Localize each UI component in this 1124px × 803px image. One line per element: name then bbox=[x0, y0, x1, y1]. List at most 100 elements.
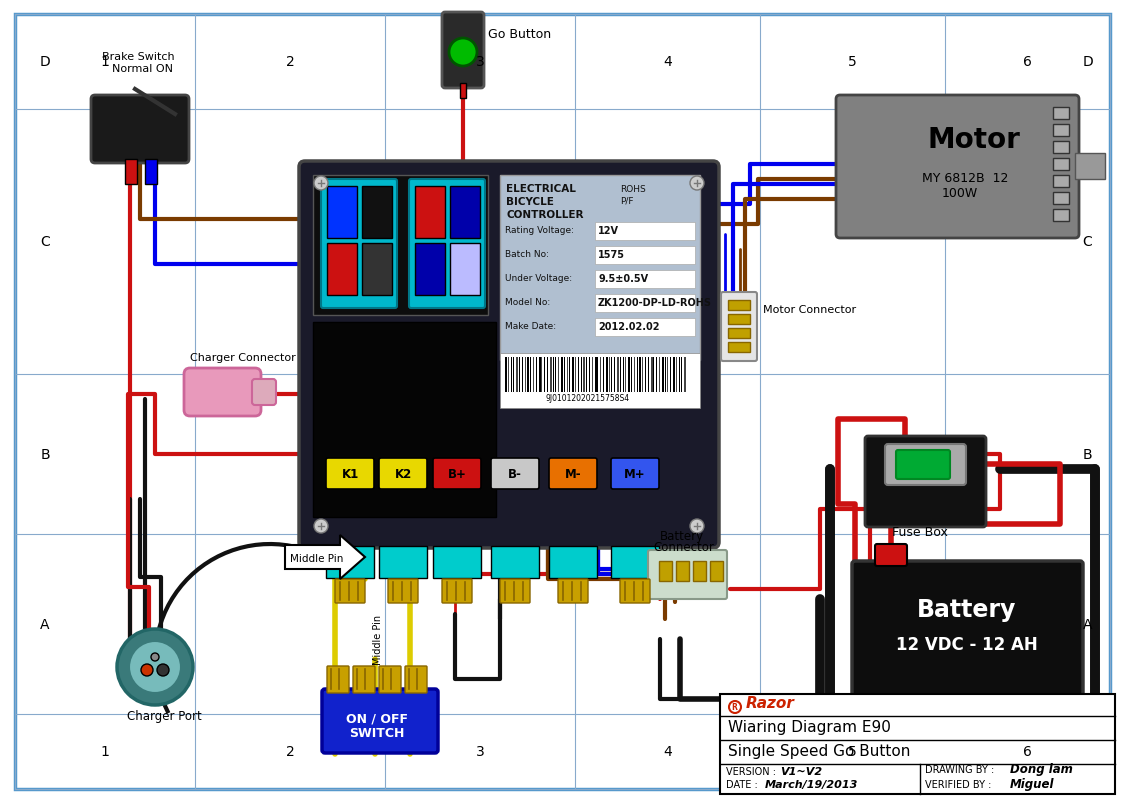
Text: ZK1200-DP-LD-ROHS: ZK1200-DP-LD-ROHS bbox=[598, 298, 711, 308]
Polygon shape bbox=[285, 536, 365, 579]
Text: C: C bbox=[40, 235, 49, 249]
Text: Charger Connector: Charger Connector bbox=[190, 353, 296, 362]
Bar bbox=[628, 357, 631, 393]
Bar bbox=[1053, 142, 1069, 154]
Text: 1575: 1575 bbox=[598, 250, 625, 259]
FancyBboxPatch shape bbox=[409, 180, 484, 308]
Text: M+: M+ bbox=[624, 468, 646, 481]
FancyBboxPatch shape bbox=[500, 579, 531, 603]
FancyBboxPatch shape bbox=[885, 444, 966, 485]
Text: B-: B- bbox=[508, 468, 522, 481]
FancyBboxPatch shape bbox=[549, 459, 597, 489]
FancyBboxPatch shape bbox=[252, 380, 277, 406]
Text: Go Button: Go Button bbox=[488, 28, 551, 41]
Text: 2: 2 bbox=[285, 744, 294, 759]
Bar bbox=[379, 546, 427, 578]
Text: Dong lam: Dong lam bbox=[1010, 762, 1073, 775]
Bar bbox=[673, 357, 676, 393]
Bar bbox=[710, 561, 723, 581]
FancyBboxPatch shape bbox=[299, 161, 719, 548]
Bar bbox=[595, 271, 695, 288]
Bar bbox=[728, 343, 750, 353]
FancyBboxPatch shape bbox=[442, 579, 472, 603]
Bar bbox=[145, 160, 157, 185]
Circle shape bbox=[157, 664, 169, 676]
FancyBboxPatch shape bbox=[433, 459, 481, 489]
Bar bbox=[572, 357, 574, 393]
Text: Miguel: Miguel bbox=[1010, 777, 1054, 790]
Text: Motor: Motor bbox=[927, 126, 1019, 154]
Text: Charger Port: Charger Port bbox=[127, 709, 201, 722]
Bar bbox=[312, 323, 496, 517]
FancyBboxPatch shape bbox=[720, 292, 756, 361]
Bar bbox=[720, 694, 1115, 794]
Circle shape bbox=[314, 177, 328, 191]
Text: Under Voltage:: Under Voltage: bbox=[505, 274, 572, 283]
Bar bbox=[676, 561, 689, 581]
FancyBboxPatch shape bbox=[611, 459, 659, 489]
Text: DATE :: DATE : bbox=[726, 779, 758, 789]
Text: P/F: P/F bbox=[620, 196, 634, 205]
FancyBboxPatch shape bbox=[321, 689, 438, 753]
Text: ROHS: ROHS bbox=[620, 185, 646, 194]
Bar bbox=[595, 222, 695, 241]
Text: Motor Connector: Motor Connector bbox=[763, 304, 856, 315]
Text: VERSION :: VERSION : bbox=[726, 766, 776, 776]
Text: 12 VDC - 12 AH: 12 VDC - 12 AH bbox=[896, 635, 1037, 653]
Bar bbox=[728, 328, 750, 339]
Circle shape bbox=[448, 39, 477, 67]
Text: 6: 6 bbox=[1023, 744, 1032, 759]
Bar bbox=[1053, 193, 1069, 205]
Text: SWITCH: SWITCH bbox=[350, 727, 405, 740]
Text: K2: K2 bbox=[395, 468, 411, 481]
Circle shape bbox=[690, 177, 704, 191]
Bar bbox=[327, 243, 357, 296]
FancyBboxPatch shape bbox=[379, 666, 401, 693]
FancyBboxPatch shape bbox=[649, 550, 727, 599]
Circle shape bbox=[151, 653, 158, 661]
Bar bbox=[1053, 124, 1069, 137]
FancyBboxPatch shape bbox=[852, 561, 1084, 697]
Bar bbox=[651, 357, 653, 393]
Text: 4: 4 bbox=[663, 744, 672, 759]
Bar bbox=[617, 357, 619, 393]
Text: CONTROLLER: CONTROLLER bbox=[506, 210, 583, 220]
Bar bbox=[694, 561, 706, 581]
Text: 2012.02.02: 2012.02.02 bbox=[598, 321, 660, 332]
Text: Brake Switch: Brake Switch bbox=[102, 52, 174, 62]
Circle shape bbox=[117, 630, 193, 705]
Circle shape bbox=[690, 520, 704, 533]
Bar bbox=[561, 357, 563, 393]
FancyBboxPatch shape bbox=[865, 437, 986, 528]
FancyBboxPatch shape bbox=[327, 666, 348, 693]
Circle shape bbox=[314, 520, 328, 533]
Bar bbox=[662, 357, 664, 393]
Text: Model No:: Model No: bbox=[505, 298, 551, 307]
Text: 4: 4 bbox=[663, 55, 672, 69]
Bar bbox=[433, 546, 481, 578]
Text: K1: K1 bbox=[342, 468, 359, 481]
Text: 3: 3 bbox=[475, 55, 484, 69]
Text: Battery: Battery bbox=[917, 597, 1017, 622]
Text: M-: M- bbox=[564, 468, 581, 481]
Text: 9J01012020215758S4: 9J01012020215758S4 bbox=[545, 393, 629, 402]
Text: R: R bbox=[731, 703, 737, 711]
Bar bbox=[1053, 176, 1069, 188]
FancyBboxPatch shape bbox=[874, 544, 907, 566]
Text: Single Speed Go Button: Single Speed Go Button bbox=[728, 743, 910, 758]
Text: B: B bbox=[1082, 447, 1093, 462]
Text: Normal ON: Normal ON bbox=[112, 64, 173, 74]
FancyBboxPatch shape bbox=[91, 96, 189, 164]
Bar bbox=[1053, 108, 1069, 120]
FancyBboxPatch shape bbox=[388, 579, 418, 603]
Bar bbox=[549, 546, 597, 578]
Bar bbox=[538, 357, 541, 393]
Bar bbox=[491, 546, 540, 578]
Text: Razor: Razor bbox=[746, 695, 795, 710]
FancyBboxPatch shape bbox=[620, 579, 650, 603]
Text: 5: 5 bbox=[849, 55, 856, 69]
Text: MY 6812B  12: MY 6812B 12 bbox=[922, 172, 1008, 185]
Text: A: A bbox=[1082, 618, 1093, 631]
Text: B+: B+ bbox=[447, 468, 466, 481]
Text: ON / OFF: ON / OFF bbox=[346, 711, 408, 724]
